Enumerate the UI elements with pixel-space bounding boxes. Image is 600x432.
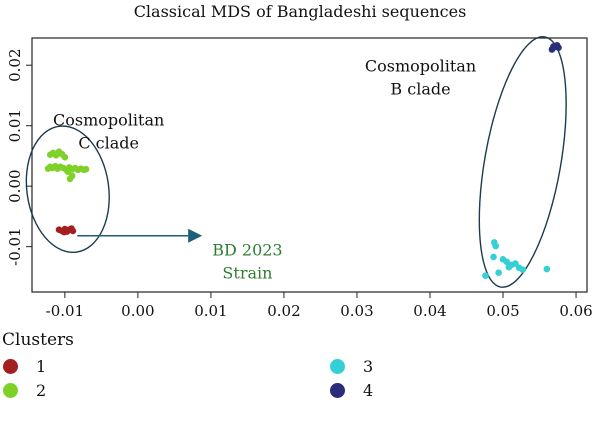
annotation-label: Cosmopolitan C clade — [53, 111, 164, 153]
x-tick-label: 0.00 — [121, 302, 154, 320]
legend-swatch — [3, 383, 18, 398]
y-tick-label: 0.02 — [6, 49, 24, 82]
x-tick-label: 0.06 — [559, 302, 592, 320]
annotation-label: BD 2023 Strain — [212, 241, 282, 283]
cluster-3-point — [482, 272, 489, 279]
cluster-ellipse — [25, 125, 110, 254]
cluster-2-point — [64, 168, 72, 175]
y-tick-label: 0.01 — [6, 109, 24, 142]
cluster-3-point — [490, 253, 497, 261]
legend-label: 3 — [363, 357, 374, 376]
legend-swatch — [330, 383, 345, 398]
cluster-4-point — [555, 44, 562, 51]
cluster-1-point — [69, 227, 77, 235]
cluster-2-point — [68, 172, 76, 180]
strain-arrow-head — [188, 228, 203, 243]
x-tick-label: 0.05 — [486, 302, 519, 320]
legend-label: 1 — [36, 357, 47, 376]
annotation-label: Cosmopolitan B clade — [365, 56, 476, 98]
x-tick-label: -0.01 — [46, 302, 84, 320]
x-tick-label: 0.03 — [340, 302, 373, 320]
cluster-3-point — [503, 258, 510, 266]
legend-item-2: 2 — [3, 381, 46, 400]
cluster-3-point — [492, 242, 500, 250]
cluster-2-point — [61, 153, 69, 161]
y-tick-label: -0.01 — [6, 227, 24, 265]
legend-item-1: 1 — [3, 357, 46, 376]
y-tick-label: 0.00 — [6, 169, 24, 202]
legend-swatch — [3, 359, 18, 374]
legend-swatch — [330, 359, 345, 374]
cluster-4-point — [550, 43, 557, 50]
legend-label: 2 — [36, 381, 47, 400]
chart-title: Classical MDS of Bangladeshi sequences — [133, 2, 467, 21]
cluster-3-point — [505, 263, 513, 271]
legend-label: 4 — [363, 381, 374, 400]
plot-frame — [31, 37, 588, 293]
legend-title: Clusters — [2, 330, 74, 350]
x-tick-label: 0.04 — [413, 302, 446, 320]
cluster-ellipse — [478, 36, 567, 288]
cluster-3-point — [519, 266, 527, 273]
legend-item-3: 3 — [330, 357, 373, 376]
cluster-3-point — [543, 265, 551, 273]
cluster-1-point — [60, 228, 68, 236]
x-tick-label: 0.01 — [194, 302, 227, 320]
cluster-2-point — [82, 165, 90, 173]
cluster-3-point — [495, 269, 502, 276]
x-tick-label: 0.02 — [267, 302, 300, 320]
legend-item-4: 4 — [330, 381, 373, 400]
